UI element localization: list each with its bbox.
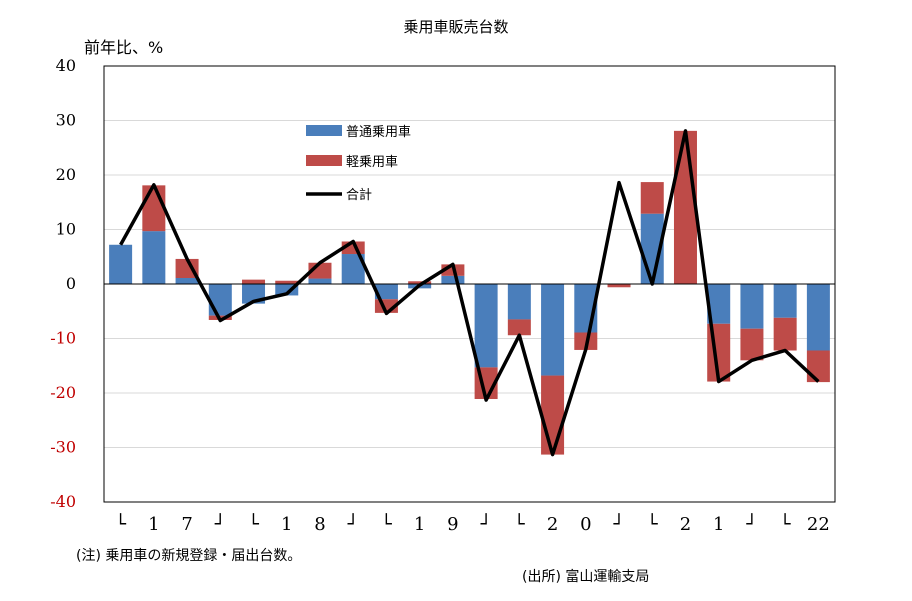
x-tick-label: 1 — [414, 514, 425, 535]
y-tick-label: 10 — [56, 220, 76, 239]
x-tick-label: 9 — [447, 514, 458, 535]
y-axis-label: 前年比、% — [84, 38, 164, 57]
y-tick-label: -20 — [50, 383, 76, 402]
y-tick-label: 20 — [56, 165, 76, 184]
x-tick-label: └ — [248, 513, 260, 535]
bar-futsu — [275, 284, 299, 296]
bar-kei — [408, 281, 432, 284]
x-tick-label: ┘ — [214, 513, 226, 535]
bar-kei — [673, 130, 697, 284]
x-tick-label: └ — [115, 513, 127, 535]
source-note: (出所) 富山運輸支局 — [522, 569, 650, 585]
bar-futsu — [740, 284, 764, 329]
bar-kei — [275, 280, 299, 284]
bar-futsu — [474, 284, 498, 368]
x-tick-labels: └ 1 7 ┘ └ 1 8 ┘ └ 1 9 ┘ └ 2 0 ┘ └ 2 1 ┘ └ 22 — [115, 513, 830, 535]
bar-futsu — [707, 284, 731, 324]
x-tick-label: └ — [514, 513, 526, 535]
x-tick-label: 22 — [807, 514, 830, 535]
y-tick-label: 40 — [56, 56, 76, 75]
legend-swatch — [306, 125, 342, 136]
x-tick-label: 7 — [181, 514, 192, 535]
legend-label: 合計 — [346, 187, 372, 203]
y-tick-label: -10 — [50, 329, 76, 348]
x-tick-label: └ — [780, 513, 792, 535]
bar-futsu — [541, 284, 565, 376]
bar-kei — [640, 182, 664, 214]
bar-futsu — [374, 284, 398, 300]
x-tick-label: 2 — [680, 514, 691, 535]
total-line — [119, 129, 820, 457]
grid — [104, 120, 835, 448]
bar-kei — [806, 350, 830, 383]
bar-futsu — [142, 231, 166, 284]
x-tick-label: 1 — [713, 514, 724, 535]
y-tick-labels: 40 30 20 10 0 -10 -20 -30 -40 — [50, 56, 76, 511]
bar-kei — [740, 328, 764, 361]
bar-futsu — [308, 278, 332, 284]
x-tick-label: ┘ — [746, 513, 758, 535]
x-tick-label: 8 — [314, 514, 325, 535]
total-polyline — [119, 129, 820, 457]
x-tick-label: 1 — [148, 514, 159, 535]
y-tick-label: -40 — [50, 492, 76, 511]
bar-kei — [541, 375, 565, 455]
x-tick-label: 0 — [580, 514, 591, 535]
bar-futsu — [175, 278, 199, 284]
bar-kei — [142, 185, 166, 232]
bar-futsu — [806, 284, 830, 351]
bar-futsu — [773, 284, 797, 318]
chart-title: 乗用車販売台数 — [403, 18, 509, 36]
y-tick-label: 0 — [66, 274, 76, 293]
bar-futsu — [208, 284, 232, 316]
x-tick-label: ┘ — [480, 513, 492, 535]
x-tick-label: ┘ — [347, 513, 359, 535]
bars — [109, 130, 830, 455]
y-tick-label: -30 — [50, 438, 76, 457]
bar-kei — [607, 284, 631, 288]
x-tick-label: └ — [381, 513, 393, 535]
x-tick-label: └ — [647, 513, 659, 535]
legend-swatch — [306, 155, 342, 166]
legend-label: 軽乗用車 — [346, 155, 398, 170]
x-tick-label: 2 — [547, 514, 558, 535]
y-tick-label: 30 — [56, 111, 76, 130]
x-tick-label: 1 — [281, 514, 292, 535]
bar-futsu — [441, 275, 465, 284]
bar-kei — [773, 317, 797, 351]
x-tick-label: ┘ — [613, 513, 625, 535]
footnote: (注) 乗用車の新規登録・届出台数。 — [76, 548, 302, 564]
bar-futsu — [341, 254, 365, 284]
bar-kei — [507, 319, 531, 336]
legend-label: 普通乗用車 — [346, 125, 411, 140]
bar-futsu — [507, 284, 531, 320]
bar-futsu — [109, 244, 133, 284]
bar-kei — [242, 279, 266, 284]
